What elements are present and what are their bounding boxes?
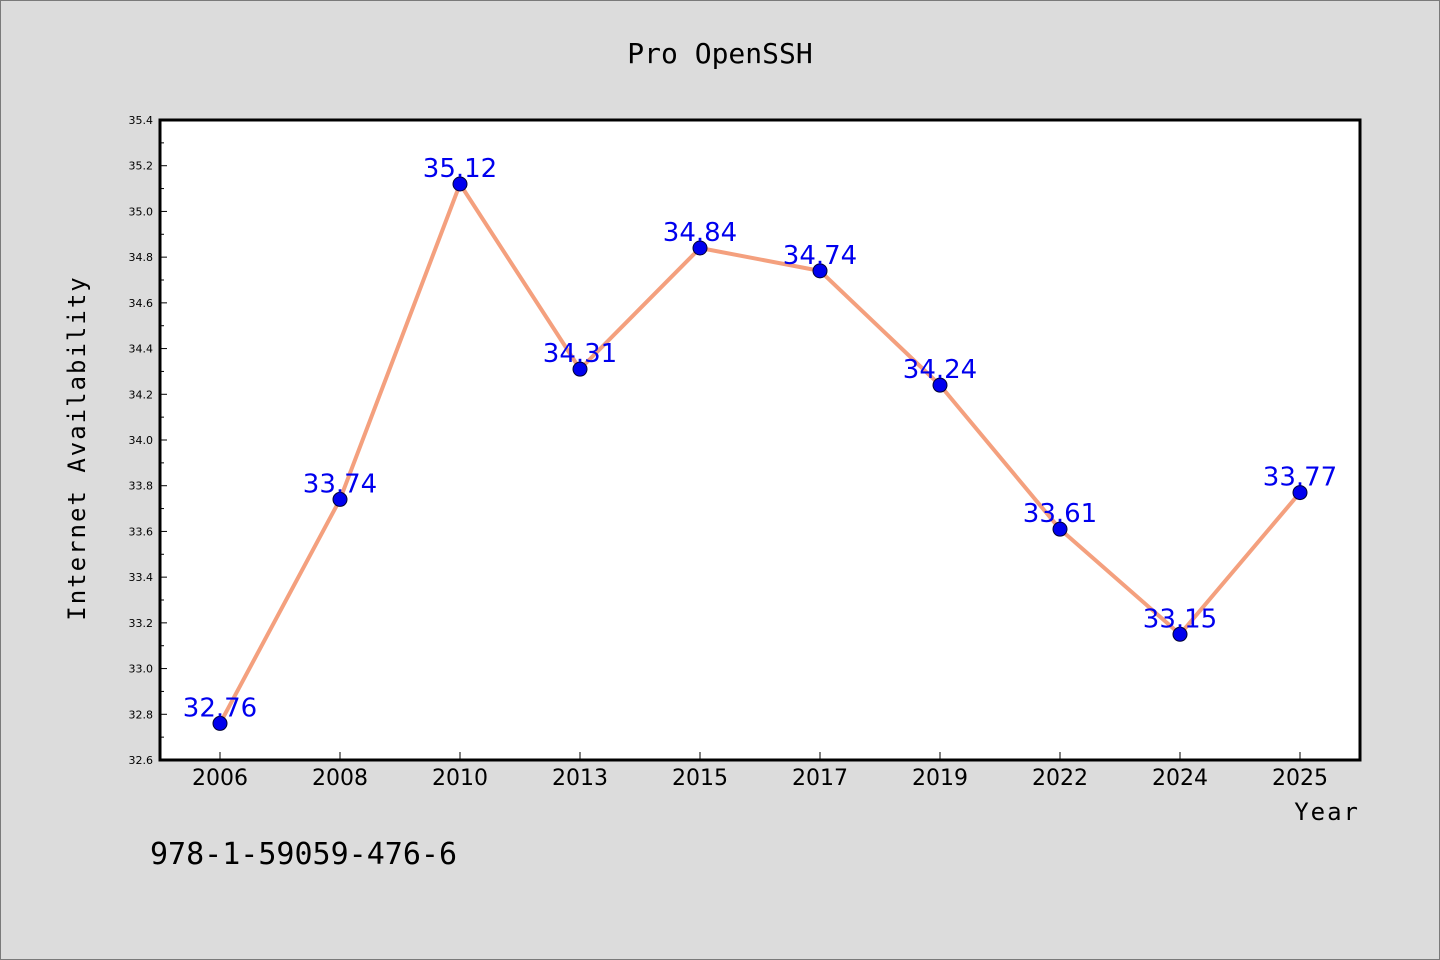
data-label: 34.24 — [903, 355, 977, 385]
data-point — [212, 715, 228, 731]
y-tick-label: 35.0 — [129, 205, 154, 218]
data-label: 33.74 — [303, 469, 377, 499]
data-label: 33.61 — [1023, 499, 1097, 529]
x-tick-label: 2025 — [1272, 766, 1328, 791]
y-tick-label: 34.6 — [129, 297, 154, 310]
data-point — [1292, 485, 1308, 501]
data-point — [1052, 521, 1068, 537]
y-tick-label: 35.2 — [129, 160, 154, 173]
data-point — [1172, 626, 1188, 642]
data-series: 32.76 33.74 35.12 34.31 34.84 34.74 34.24 33.61… — [183, 154, 1337, 731]
plot-area — [160, 120, 1360, 760]
x-tick-label: 2022 — [1032, 766, 1088, 791]
data-label: 34.31 — [543, 339, 617, 369]
y-tick-label: 32.8 — [129, 708, 154, 721]
data-point — [812, 263, 828, 279]
y-tick-label: 33.2 — [129, 617, 154, 630]
x-tick-label: 2024 — [1152, 766, 1208, 791]
x-tick-label: 2008 — [312, 766, 368, 791]
y-tick-label: 34.8 — [129, 251, 154, 264]
x-tick-label: 2017 — [792, 766, 848, 791]
data-point — [572, 361, 588, 377]
data-label: 33.15 — [1143, 604, 1217, 634]
y-tick-label: 34.0 — [129, 434, 154, 447]
data-point — [452, 176, 468, 192]
y-tick-label: 33.4 — [129, 571, 154, 584]
data-point — [932, 377, 948, 393]
y-axis-label: Internet Availability — [63, 275, 91, 620]
x-tick-label: 2015 — [672, 766, 728, 791]
x-axis-label: Year — [1294, 798, 1360, 826]
y-tick-label: 35.4 — [129, 114, 154, 127]
x-tick-label: 2013 — [552, 766, 608, 791]
y-axis: 32.6 32.8 33.0 33.2 33.4 33.6 33.8 34.0 34.2 34.4… — [129, 114, 167, 767]
chart-title: Pro OpenSSH — [627, 37, 812, 70]
y-tick-label: 33.8 — [129, 480, 154, 493]
data-point — [332, 491, 348, 507]
y-tick-label: 34.4 — [129, 343, 154, 356]
series-line — [218, 182, 1302, 725]
y-tick-label: 33.0 — [129, 663, 154, 676]
y-tick-label: 32.6 — [129, 754, 154, 767]
data-label: 35.12 — [423, 154, 497, 184]
plot-border — [158, 118, 1362, 762]
x-tick-label: 2019 — [912, 766, 968, 791]
y-tick-label: 34.2 — [129, 388, 154, 401]
data-label: 32.76 — [183, 693, 257, 723]
data-label: 34.74 — [783, 241, 857, 271]
data-point — [692, 240, 708, 256]
x-axis: 2006 2008 2010 2013 2015 2017 2019 2022 2024 2025 — [192, 752, 1328, 791]
data-label: 34.84 — [663, 218, 737, 248]
x-tick-label: 2010 — [432, 766, 488, 791]
isbn-annotation: 978-1-59059-476-6 — [150, 837, 457, 872]
x-tick-label: 2006 — [192, 766, 248, 791]
y-tick-label: 33.6 — [129, 525, 154, 538]
data-label: 33.77 — [1263, 463, 1337, 493]
